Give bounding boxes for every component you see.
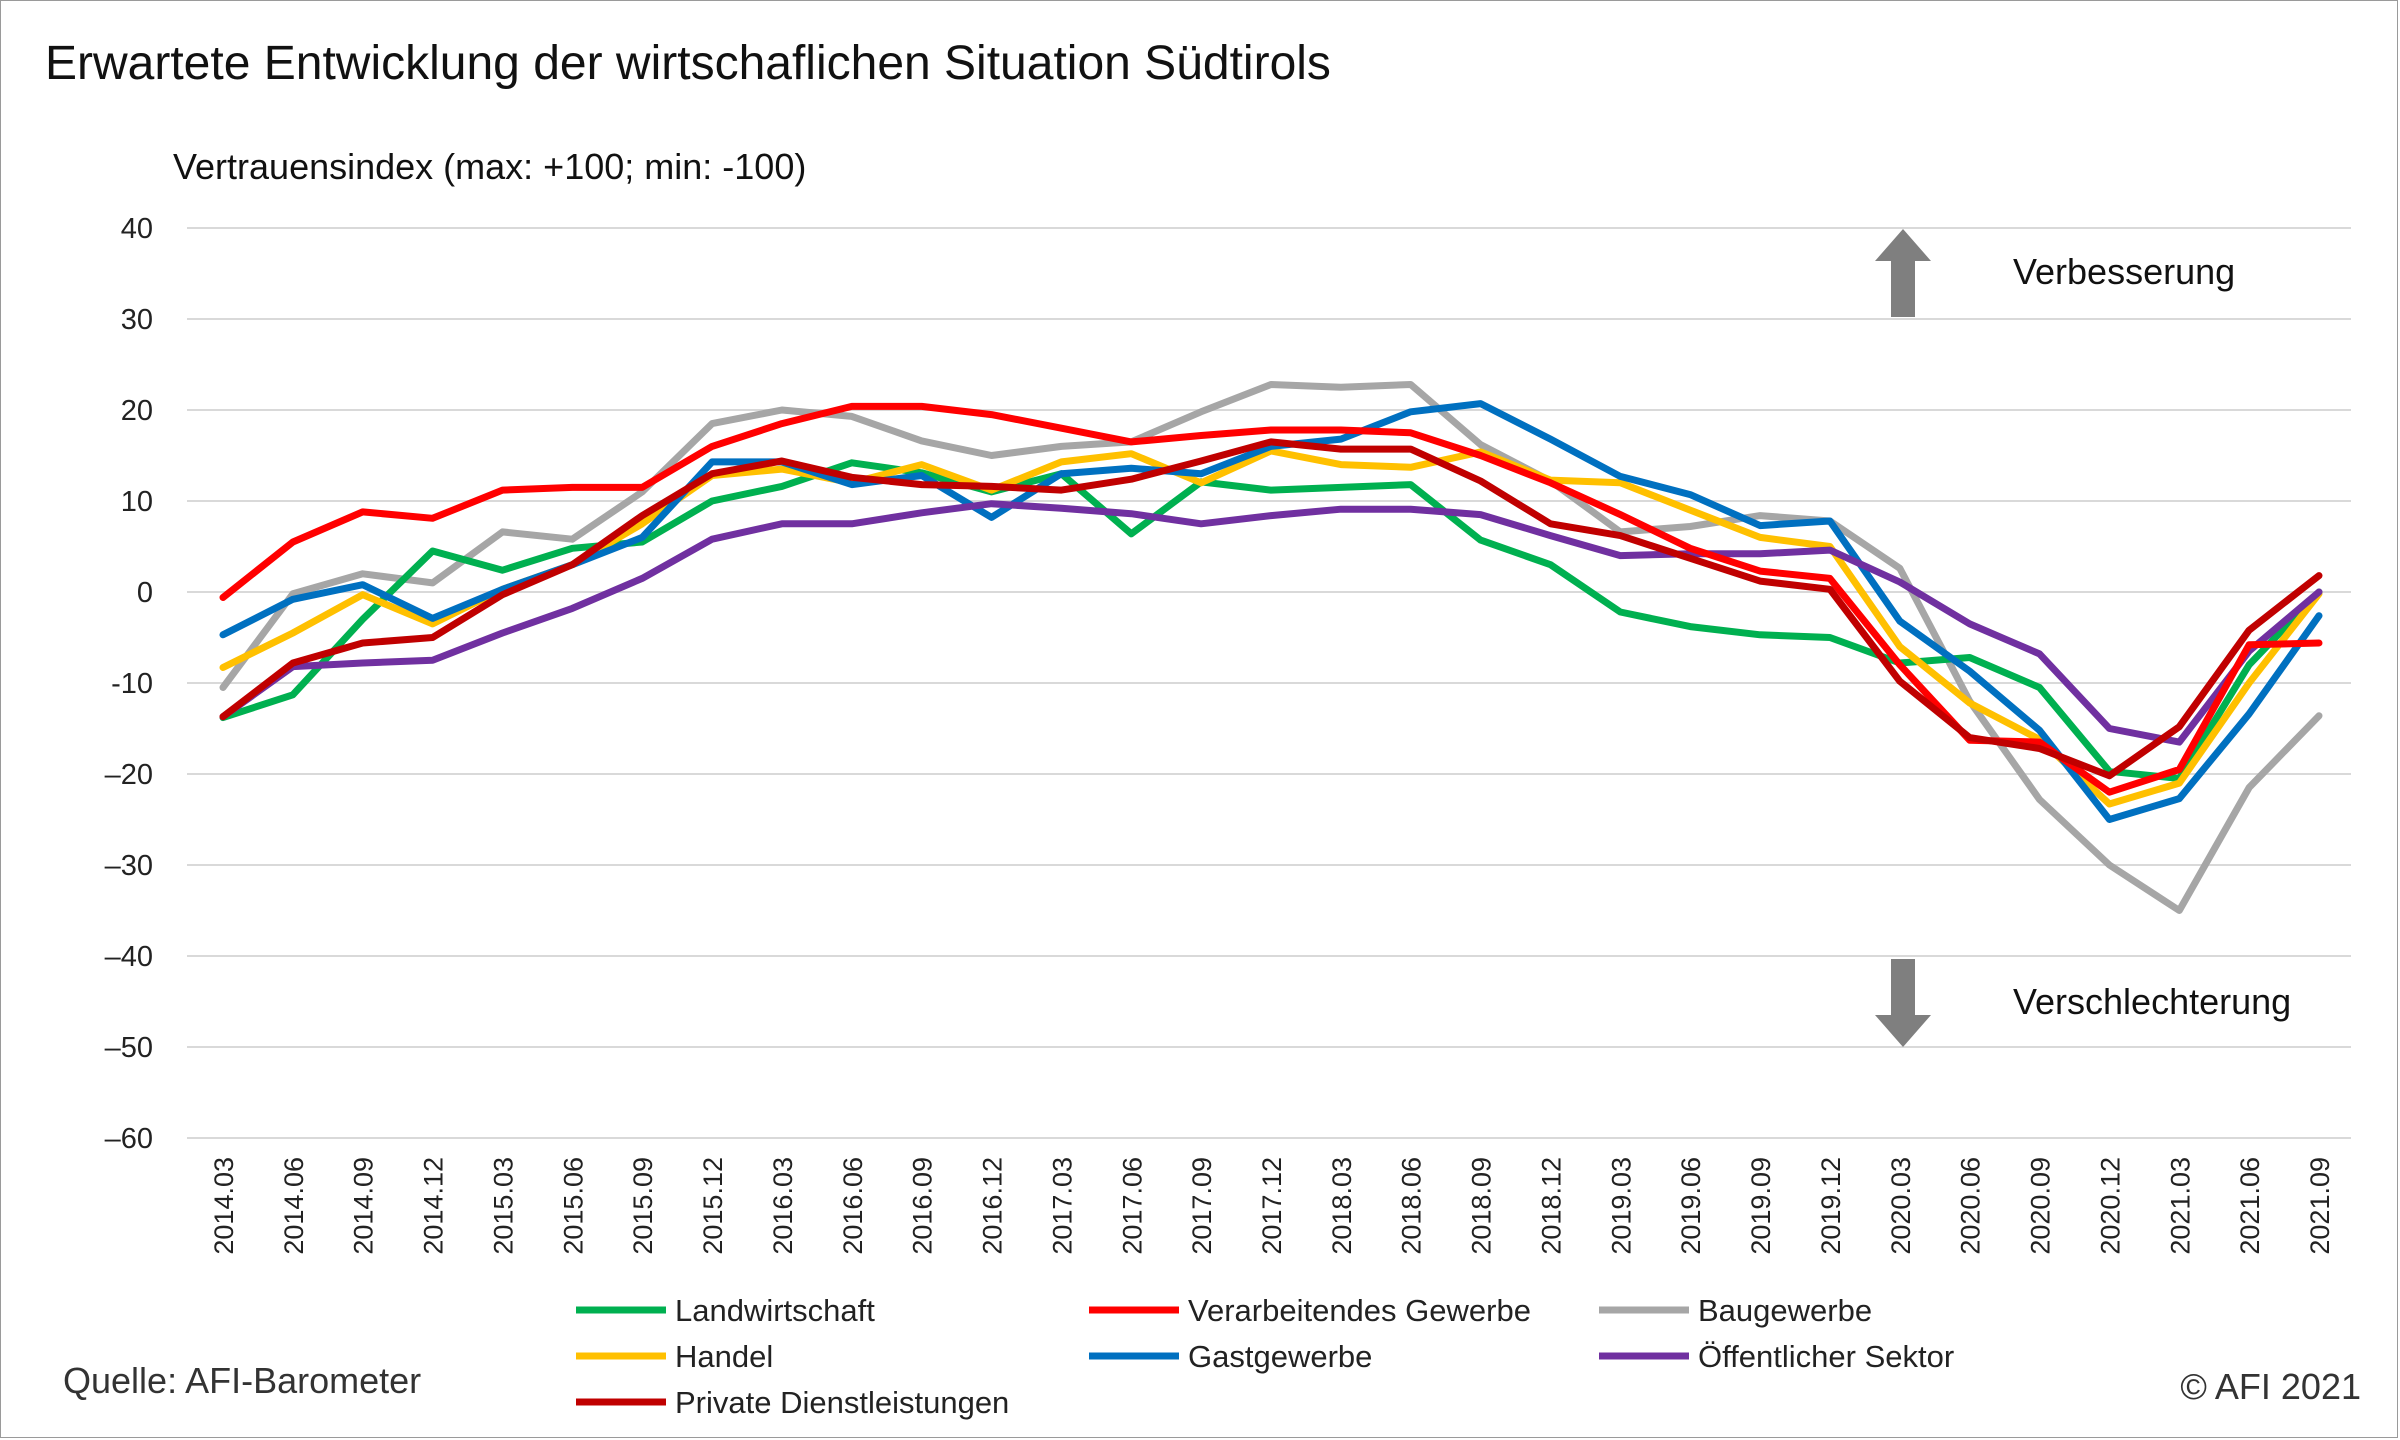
- annotation-up: Verbesserung: [2013, 251, 2235, 292]
- x-tick-label: 2019.12: [1816, 1157, 1846, 1255]
- y-tick-label: –50: [105, 1032, 153, 1064]
- down-arrow-shape: [1875, 959, 1931, 1047]
- series-line-private-dienstleistungen: [219, 438, 2323, 780]
- x-tick-label: 2020.03: [1886, 1157, 1916, 1255]
- x-tick-label: 2016.03: [768, 1157, 798, 1255]
- series-line-oeffentlicher-sektor: [219, 500, 2323, 746]
- legend-label: Private Dienstleistungen: [675, 1385, 1009, 1420]
- x-tick-label: 2015.03: [488, 1157, 518, 1255]
- x-tick-label: 2019.03: [1606, 1157, 1636, 1255]
- series-line-baugewerbe: [219, 381, 2323, 914]
- x-tick-label: 2021.03: [2165, 1157, 2195, 1255]
- y-axis-ticks: 40 30 20 10 0 -10 –20 –30 –40 –50 –60: [105, 213, 153, 1155]
- x-tick-label: 2014.06: [279, 1157, 309, 1255]
- y-tick-label: 30: [121, 304, 153, 336]
- x-axis-ticks: 2014.03 2014.06 2014.09 2014.12 2015.03 2015.…: [209, 1157, 2335, 1255]
- y-tick-label: –40: [105, 941, 153, 973]
- legend: Landwirtschaft Verarbeitendes Gewerbe Baug…: [576, 1293, 1954, 1420]
- y-tick-label: 40: [121, 213, 153, 245]
- legend-label: Baugewerbe: [1698, 1293, 1872, 1328]
- x-tick-label: 2019.06: [1676, 1157, 1706, 1255]
- y-tick-label: –30: [105, 850, 153, 882]
- copyright-note: © AFI 2021: [2180, 1366, 2361, 1407]
- x-tick-label: 2020.06: [1956, 1157, 1986, 1255]
- up-arrow-icon: [1875, 229, 1931, 317]
- gridlines: [187, 227, 2351, 1139]
- series-line-gastgewerbe: [219, 400, 2323, 823]
- y-tick-label: 0: [137, 577, 153, 609]
- legend-label: Verarbeitendes Gewerbe: [1188, 1293, 1531, 1328]
- x-tick-label: 2017.06: [1117, 1157, 1147, 1255]
- x-tick-label: 2017.12: [1257, 1157, 1287, 1255]
- chart-subtitle: Vertrauensindex (max: +100; min: -100): [173, 146, 806, 187]
- series-line-verarbeitendes-gewerbe: [219, 402, 2323, 796]
- x-tick-label: 2021.06: [2235, 1157, 2265, 1255]
- up-arrow-shape: [1875, 229, 1931, 317]
- y-tick-label: –20: [105, 759, 153, 791]
- x-tick-label: 2018.12: [1536, 1157, 1566, 1255]
- x-tick-label: 2017.09: [1187, 1157, 1217, 1255]
- y-tick-label: 20: [121, 395, 153, 427]
- x-tick-label: 2015.06: [558, 1157, 588, 1255]
- x-tick-label: 2014.03: [209, 1157, 239, 1255]
- x-tick-label: 2014.12: [419, 1157, 449, 1255]
- y-tick-label: -10: [111, 668, 153, 700]
- y-tick-label: 10: [121, 486, 153, 518]
- x-tick-label: 2019.09: [1746, 1157, 1776, 1255]
- down-arrow-icon: [1875, 959, 1931, 1047]
- series-line-landwirtschaft: [219, 459, 2323, 782]
- x-tick-label: 2018.03: [1327, 1157, 1357, 1255]
- legend-label: Landwirtschaft: [675, 1293, 875, 1328]
- x-tick-label: 2015.09: [628, 1157, 658, 1255]
- x-tick-label: 2020.12: [2095, 1157, 2125, 1255]
- source-note: Quelle: AFI-Barometer: [63, 1360, 421, 1401]
- x-tick-label: 2016.09: [908, 1157, 938, 1255]
- series-lines: [219, 381, 2323, 914]
- x-tick-label: 2014.09: [349, 1157, 379, 1255]
- annotation-down: Verschlechterung: [2013, 981, 2291, 1022]
- legend-label: Handel: [675, 1339, 773, 1374]
- x-tick-label: 2015.12: [698, 1157, 728, 1255]
- x-tick-label: 2020.09: [2026, 1157, 2056, 1255]
- legend-label: Gastgewerbe: [1188, 1339, 1372, 1374]
- x-tick-label: 2016.06: [838, 1157, 868, 1255]
- x-tick-label: 2016.12: [978, 1157, 1008, 1255]
- chart-title: Erwartete Entwicklung der wirtschafliche…: [45, 37, 1331, 90]
- x-tick-label: 2018.09: [1467, 1157, 1497, 1255]
- x-tick-label: 2018.06: [1397, 1157, 1427, 1255]
- legend-label: Öffentlicher Sektor: [1698, 1339, 1954, 1374]
- y-tick-label: –60: [105, 1123, 153, 1155]
- x-tick-label: 2021.09: [2305, 1157, 2335, 1255]
- x-tick-label: 2017.03: [1047, 1157, 1077, 1255]
